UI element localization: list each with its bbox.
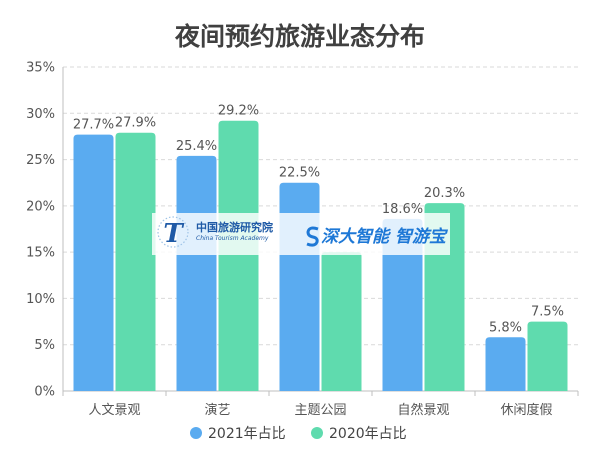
x-tick-label: 人文景观 (88, 403, 140, 418)
bar (321, 252, 362, 391)
x-tick-label: 休闲度假 (500, 402, 552, 418)
watermark-brand-1: 深大智能 (321, 227, 392, 247)
data-label: 27.9% (115, 116, 156, 131)
data-labels: 27.7% 27.9%25.4%29.2%22.5%18.6%20.3%5.8%7… (73, 104, 564, 336)
bars (73, 120, 568, 391)
y-tick-label: 20% (26, 199, 55, 214)
y-tick-label: 10% (26, 292, 55, 307)
x-tick-label: 自然景观 (397, 402, 449, 418)
legend-marker (190, 427, 202, 439)
data-label: 7.5% (531, 305, 564, 320)
x-tick-label: 主题公园 (294, 403, 346, 418)
data-label: 25.4% (176, 139, 217, 154)
legend: 2021年占比 2020年占比 (190, 426, 407, 442)
watermark-brand-2: 智游宝 (395, 227, 449, 247)
bar (485, 337, 526, 391)
y-tick-label: 30% (26, 107, 55, 122)
axes: 0% 5% 10% 15% 20% 25% 30% 35% 人文景观 演艺 主题公园 自然景观 休闲度假 (26, 61, 579, 418)
svg-text:T: T (163, 219, 184, 249)
watermark: T 中国旅游研究院 China Tourism Academy 深大智能 智游宝 (152, 213, 450, 255)
bar (527, 321, 568, 391)
data-label: 22.5% (279, 166, 320, 181)
bar (115, 132, 156, 391)
brand-s-logo-icon (306, 226, 319, 247)
bar (218, 120, 259, 391)
data-label: 27.7% (73, 118, 114, 133)
bar (382, 218, 423, 391)
x-tick-label: 演艺 (204, 402, 230, 418)
academy-logo-icon: T (157, 216, 189, 249)
y-tick-label: 5% (34, 338, 55, 353)
bar (176, 155, 217, 391)
legend-label: 2020年占比 (329, 426, 407, 442)
y-tick-label: 0% (34, 385, 55, 400)
watermark-band (152, 213, 450, 255)
y-tick-label: 25% (26, 153, 55, 168)
legend-label: 2021年占比 (208, 426, 286, 442)
watermark-academy-en: China Tourism Academy (196, 235, 269, 242)
bar (73, 134, 114, 391)
y-tick-label: 35% (26, 61, 55, 76)
data-label: 29.2% (218, 104, 259, 119)
y-tick-label: 15% (26, 246, 55, 261)
data-label: 20.3% (424, 186, 465, 201)
chart-title: 夜间预约旅游业态分布 (174, 22, 425, 51)
data-label: 5.8% (489, 320, 522, 335)
watermark-academy-cn: 中国旅游研究院 (196, 220, 273, 234)
legend-marker (311, 427, 323, 439)
